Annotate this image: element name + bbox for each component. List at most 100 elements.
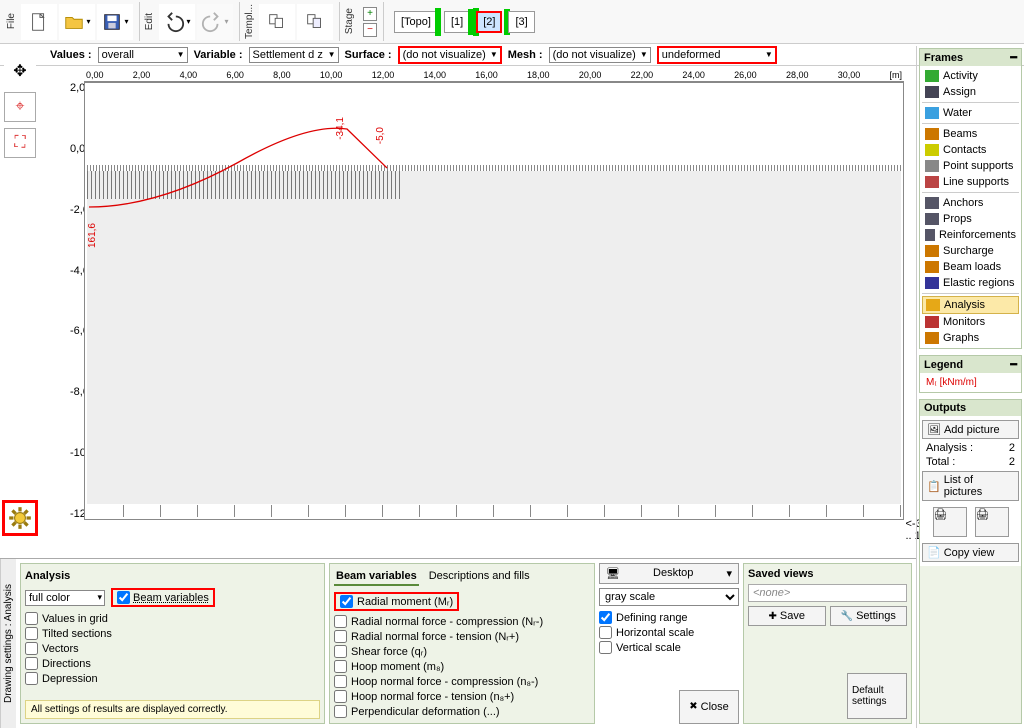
outputs-panel: Outputs 🖼 Add picture Analysis :2 Total … — [919, 399, 1022, 724]
output-row: Total :2 — [922, 455, 1019, 469]
status-message: All settings of results are displayed co… — [25, 700, 320, 719]
undo-button[interactable]: ▾ — [159, 4, 195, 40]
stage-tab-1[interactable]: [1] — [444, 11, 470, 33]
frame-item-point-supports[interactable]: Point supports — [922, 158, 1019, 174]
redo-button[interactable]: ▾ — [197, 4, 233, 40]
color-mode-select[interactable]: full color — [25, 590, 105, 606]
analysis-pane: Analysis full color Beam variables Value… — [20, 563, 325, 724]
frame-item-line-supports[interactable]: Line supports — [922, 174, 1019, 190]
frame-item-graphs[interactable]: Graphs — [922, 330, 1019, 346]
frame-item-beams[interactable]: Beams — [922, 126, 1019, 142]
save-button[interactable]: ▾ — [97, 4, 133, 40]
values-select[interactable]: overall — [98, 47, 188, 63]
fit-tool[interactable]: ⛶ — [4, 128, 36, 158]
desktop-dropdown[interactable]: 🖥 Desktop ▾ — [599, 563, 739, 584]
value-r2: -5,0 — [375, 127, 386, 144]
add-picture-button[interactable]: 🖼 Add picture — [922, 420, 1019, 439]
template-btn-1[interactable] — [259, 4, 295, 40]
minimize-icon[interactable]: ━ — [1010, 358, 1017, 371]
saved-view-select[interactable]: <none> — [748, 584, 907, 602]
frame-item-beam-loads[interactable]: Beam loads — [922, 259, 1019, 275]
analysis-option[interactable]: Depression — [25, 671, 320, 686]
analysis-title: Analysis — [25, 568, 320, 588]
grayscale-select[interactable]: gray scale — [599, 588, 739, 606]
legend-title: Legend — [924, 359, 963, 371]
analysis-option[interactable]: Vectors — [25, 641, 320, 656]
desktop-check[interactable]: Horizontal scale — [599, 625, 739, 640]
pan-tool[interactable]: ✥ — [4, 56, 36, 86]
close-button[interactable]: ✖ Close — [679, 690, 739, 725]
frame-item-activity[interactable]: Activity — [922, 68, 1019, 84]
moment-curve — [87, 123, 392, 209]
mesh-label: Mesh : — [508, 49, 543, 61]
view-settings-button[interactable]: 🔧 Settings — [830, 606, 908, 626]
list-pictures-button[interactable]: 📋 List of pictures — [922, 471, 1019, 501]
open-file-button[interactable]: ▾ — [59, 4, 95, 40]
settings-gear-button[interactable] — [2, 500, 38, 536]
saved-views-title: Saved views — [748, 568, 907, 580]
canvas-area: 0,002,004,006,008,0010,0012,0014,0016,00… — [44, 70, 914, 540]
file-label: File — [4, 13, 19, 29]
frame-item-water[interactable]: Water — [922, 105, 1019, 121]
copy-view-button[interactable]: 📄 Copy view — [922, 543, 1019, 562]
drawing-settings-label: Drawing settings : Analysis — [0, 559, 16, 728]
stage-tab-3[interactable]: [3] — [508, 11, 534, 33]
frame-item-assign[interactable]: Assign — [922, 84, 1019, 100]
frame-item-reinforcements[interactable]: Reinforcements — [922, 227, 1019, 243]
print-button-2[interactable]: 🖨 — [975, 507, 1009, 537]
tab-beam-variables[interactable]: Beam variables — [334, 568, 419, 586]
beam-var-option[interactable]: Perpendicular deformation (...) — [334, 704, 590, 719]
beam-variables-pane: Beam variables Descriptions and fills Ra… — [329, 563, 595, 724]
tab-descriptions[interactable]: Descriptions and fills — [427, 568, 532, 586]
frame-item-surcharge[interactable]: Surcharge — [922, 243, 1019, 259]
beam-var-option[interactable]: Radial moment (Mᵣ) — [334, 592, 459, 611]
beam-var-option[interactable]: Hoop moment (m₈) — [334, 659, 590, 674]
left-tools: ✥ ⌖ ⛶ — [4, 56, 38, 158]
stage-tab-2[interactable]: [2] — [476, 11, 502, 33]
saved-views-pane: Saved views <none> ✚ Save 🔧 Settings Def… — [743, 563, 912, 724]
variable-select[interactable]: Settlement d z — [249, 47, 339, 63]
analysis-option[interactable]: Tilted sections — [25, 626, 320, 641]
frame-item-anchors[interactable]: Anchors — [922, 195, 1019, 211]
frame-item-monitors[interactable]: Monitors — [922, 314, 1019, 330]
beam-var-option[interactable]: Hoop normal force - tension (n₈+) — [334, 689, 590, 704]
frame-item-contacts[interactable]: Contacts — [922, 142, 1019, 158]
value-left: 161,6 — [87, 223, 98, 248]
analysis-option[interactable]: Directions — [25, 656, 320, 671]
print-button-1[interactable]: 🖨 — [933, 507, 967, 537]
beam-var-option[interactable]: Hoop normal force - compression (n₈-) — [334, 674, 590, 689]
frame-item-analysis[interactable]: Analysis — [922, 296, 1019, 314]
ruler-vertical: 2,000,00-2,00-4,00-6,00-8,00-10,00-12,00 — [70, 82, 84, 520]
analysis-option[interactable]: Values in grid — [25, 611, 320, 626]
variable-label: Variable : — [194, 49, 243, 61]
deform-select[interactable]: undeformed — [657, 46, 777, 64]
default-settings-button[interactable]: Default settings — [847, 673, 907, 720]
template-btn-2[interactable] — [297, 4, 333, 40]
frames-title: Frames — [924, 52, 963, 64]
new-file-button[interactable] — [21, 4, 57, 40]
stage-add-button[interactable]: + — [363, 7, 377, 21]
template-label: Templ... — [242, 4, 257, 39]
minimize-icon[interactable]: ━ — [1010, 51, 1017, 64]
legend-row: M₍ [kNm/m] — [922, 375, 1019, 390]
stage-tab-topo[interactable]: [Topo] — [394, 11, 438, 33]
beam-var-option[interactable]: Radial normal force - tension (Nᵣ+) — [334, 629, 590, 644]
edit-label: Edit — [142, 13, 157, 30]
desktop-check[interactable]: Defining range — [599, 610, 739, 625]
stage-remove-button[interactable]: − — [363, 23, 377, 37]
plot-canvas[interactable]: 161,6 -34,1 -5,0 — [84, 82, 904, 520]
beam-var-option[interactable]: Radial normal force - compression (Nᵣ-) — [334, 614, 590, 629]
mesh-select[interactable]: (do not visualize) — [549, 47, 651, 63]
beam-variables-checkbox[interactable]: Beam variables — [111, 588, 215, 607]
save-view-button[interactable]: ✚ Save — [748, 606, 826, 626]
frame-item-props[interactable]: Props — [922, 211, 1019, 227]
beam-var-option[interactable]: Shear force (qᵣ) — [334, 644, 590, 659]
bottom-panel: Drawing settings : Analysis Analysis ful… — [0, 558, 916, 728]
top-toolbar: File ▾ ▾ Edit ▾ ▾ Templ... Stage + − [To… — [0, 0, 1024, 44]
zoom-region-tool[interactable]: ⌖ — [4, 92, 36, 122]
surface-select[interactable]: (do not visualize) — [398, 46, 502, 64]
desktop-check[interactable]: Vertical scale — [599, 640, 739, 655]
frame-item-elastic-regions[interactable]: Elastic regions — [922, 275, 1019, 291]
legend-panel: Legend ━ M₍ [kNm/m] — [919, 355, 1022, 393]
bottom-supports — [87, 505, 901, 517]
